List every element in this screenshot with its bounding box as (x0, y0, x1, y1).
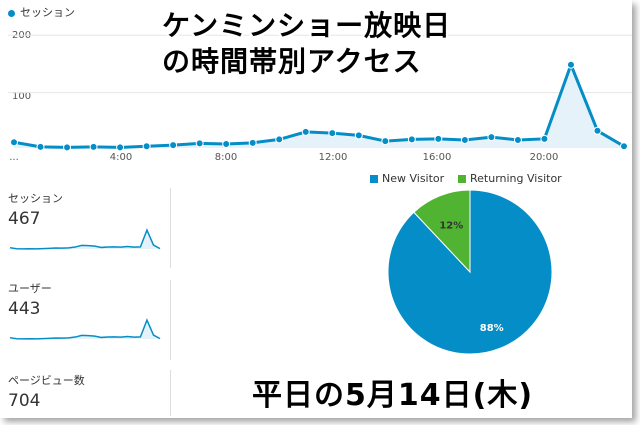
divider (170, 280, 171, 360)
sessions-line-chart (8, 34, 632, 152)
sparkline-users (9, 318, 161, 340)
data-point[interactable] (89, 142, 98, 151)
headline-line-2: の時間帯別アクセス (162, 45, 422, 78)
data-point[interactable] (566, 60, 575, 69)
metric-value: 443 (8, 299, 41, 319)
data-point[interactable] (222, 139, 231, 148)
visitor-pie-chart: 88% 12% (387, 189, 553, 355)
series-dot-icon (8, 9, 15, 17)
metric-selector-label: セッション (20, 6, 75, 19)
x-tick-0: ... (9, 152, 19, 163)
sparkline-sessions (9, 228, 161, 250)
legend-label: Returning Visitor (470, 172, 562, 185)
metric-selector[interactable]: セッション (8, 4, 75, 20)
headline-line-1: ケンミンショー放映日 (162, 9, 452, 42)
pie-slice-new-visitor[interactable] (387, 189, 553, 355)
metric-sessions[interactable]: セッション 467 (8, 190, 168, 229)
legend-new-visitor: New Visitor (370, 172, 444, 185)
legend-returning-visitor: Returning Visitor (458, 172, 562, 185)
sessions-line (13, 60, 625, 149)
data-point[interactable] (36, 142, 45, 151)
divider (170, 370, 171, 416)
broadcast-date: 平日の5月14日(木) (252, 378, 534, 413)
sparkline-users-area (10, 320, 160, 339)
data-point[interactable] (434, 134, 443, 143)
data-point[interactable] (540, 134, 549, 143)
pie-label: 88% (480, 323, 504, 334)
metric-users[interactable]: ユーザー 443 (8, 280, 168, 319)
sparklines (9, 228, 161, 340)
data-point[interactable] (593, 126, 602, 135)
metric-value: 704 (8, 391, 41, 411)
data-point[interactable] (275, 135, 284, 144)
data-point[interactable] (381, 137, 390, 146)
metric-label: ユーザー (8, 282, 52, 295)
data-point[interactable] (10, 138, 18, 147)
metric-pageviews[interactable]: ページビュー数 704 (8, 372, 168, 411)
data-point[interactable] (354, 131, 363, 140)
pie-label: 12% (439, 221, 463, 232)
x-tick-5: 20:00 (529, 152, 559, 163)
metric-value: 467 (8, 209, 41, 229)
legend-swatch (458, 175, 466, 183)
data-point[interactable] (328, 129, 337, 138)
x-tick-2: 8:00 (214, 152, 238, 163)
data-point[interactable] (142, 142, 151, 151)
data-point[interactable] (460, 135, 469, 144)
data-point[interactable] (195, 139, 204, 148)
legend-label: New Visitor (382, 172, 445, 185)
data-point[interactable] (301, 127, 310, 136)
metric-label: ページビュー数 (8, 374, 85, 387)
y-tick-100: 100 (12, 91, 32, 102)
pie-slice-returning-visitor[interactable] (413, 189, 471, 274)
metric-label: セッション (8, 192, 63, 205)
data-point[interactable] (513, 135, 522, 144)
headline: ケンミンショー放映日 の時間帯別アクセス (162, 8, 451, 80)
x-tick-4: 16:00 (422, 152, 452, 163)
data-point[interactable] (169, 141, 178, 150)
x-tick-1: 4:00 (109, 152, 133, 163)
data-point[interactable] (407, 135, 416, 144)
data-point[interactable] (248, 138, 257, 147)
legend-swatch (370, 175, 378, 183)
data-point[interactable] (487, 133, 496, 142)
divider (170, 188, 171, 268)
x-tick-3: 12:00 (318, 152, 348, 163)
data-point[interactable] (116, 143, 125, 152)
data-point[interactable] (620, 142, 628, 151)
sparkline-sessions-area (10, 230, 160, 249)
data-point[interactable] (63, 143, 72, 152)
sessions-area (14, 64, 624, 148)
analytics-panel: セッション 200 100 ... 4:00 8:00 12:00 16:00 … (8, 4, 632, 416)
